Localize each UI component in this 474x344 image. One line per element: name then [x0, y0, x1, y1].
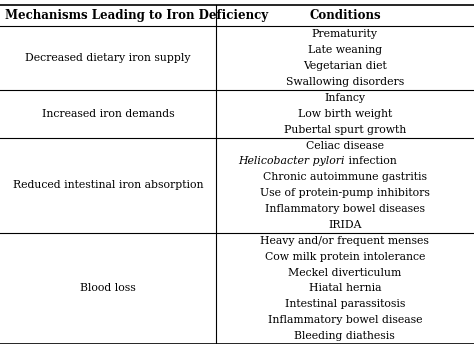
Text: Meckel diverticulum: Meckel diverticulum [288, 268, 401, 278]
Text: Celiac disease: Celiac disease [306, 141, 384, 151]
Text: Prematurity: Prematurity [312, 29, 378, 40]
Text: Reduced intestinal iron absorption: Reduced intestinal iron absorption [13, 180, 203, 190]
Text: Inflammatory bowel disease: Inflammatory bowel disease [268, 315, 422, 325]
Text: Use of protein-pump inhibitors: Use of protein-pump inhibitors [260, 188, 430, 198]
Text: Infancy: Infancy [324, 93, 365, 103]
Text: Increased iron demands: Increased iron demands [42, 109, 174, 119]
Text: Helicobacter pylori: Helicobacter pylori [238, 157, 345, 166]
Text: Chronic autoimmune gastritis: Chronic autoimmune gastritis [263, 172, 427, 182]
Text: Heavy and/or frequent menses: Heavy and/or frequent menses [260, 236, 429, 246]
Text: Hiatal hernia: Hiatal hernia [309, 283, 381, 293]
Text: Intestinal parassitosis: Intestinal parassitosis [285, 299, 405, 309]
Text: Mechanisms Leading to Iron Deficiency: Mechanisms Leading to Iron Deficiency [5, 9, 268, 22]
Text: Inflammatory bowel diseases: Inflammatory bowel diseases [265, 204, 425, 214]
Text: IRIDA: IRIDA [328, 220, 362, 230]
Text: Decreased dietary iron supply: Decreased dietary iron supply [25, 53, 191, 63]
Text: Cow milk protein intolerance: Cow milk protein intolerance [264, 252, 425, 262]
Text: Conditions: Conditions [309, 9, 381, 22]
Text: Blood loss: Blood loss [80, 283, 136, 293]
Text: infection: infection [345, 157, 397, 166]
Text: Late weaning: Late weaning [308, 45, 382, 55]
Text: Swallowing disorders: Swallowing disorders [286, 77, 404, 87]
Text: Pubertal spurt growth: Pubertal spurt growth [284, 125, 406, 135]
Text: Bleeding diathesis: Bleeding diathesis [294, 331, 395, 341]
Text: Vegetarian diet: Vegetarian diet [303, 61, 387, 71]
Text: Low birth weight: Low birth weight [298, 109, 392, 119]
